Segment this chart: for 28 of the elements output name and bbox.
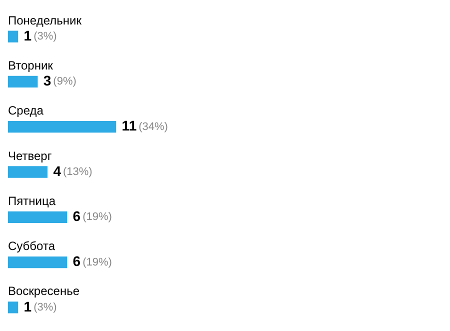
annotation: (19%): [82, 256, 112, 268]
y-tick-label: Понедельник: [8, 13, 82, 28]
bar: [8, 302, 18, 314]
data-label: 6: [72, 208, 81, 224]
y-tick-label: Четверг: [8, 148, 52, 163]
data-label: 3: [43, 72, 52, 89]
annotation: (3%): [34, 30, 57, 43]
annotation: (3%): [34, 301, 57, 314]
y-tick-label: Пятница: [8, 194, 56, 208]
annotation: (13%): [62, 166, 92, 178]
y-tick-label: Вторник: [8, 58, 54, 73]
data-label: 11: [122, 118, 137, 134]
bar: [8, 30, 18, 42]
data-label: 1: [24, 27, 32, 44]
bar: [8, 211, 68, 223]
annotation: (19%): [82, 211, 112, 224]
y-tick-label: Среда: [8, 104, 44, 118]
bar: [8, 256, 68, 268]
data-label: 1: [24, 298, 32, 314]
bar: [8, 76, 38, 88]
annotation: (9%): [53, 76, 76, 88]
y-tick-label: Воскресенье: [8, 284, 80, 298]
data-label: 6: [72, 253, 81, 270]
bar: [8, 121, 116, 133]
bar: [8, 166, 48, 178]
y-tick-label: Суббота: [8, 239, 56, 254]
data-label: 4: [53, 162, 62, 179]
annotation: (34%): [138, 120, 168, 133]
